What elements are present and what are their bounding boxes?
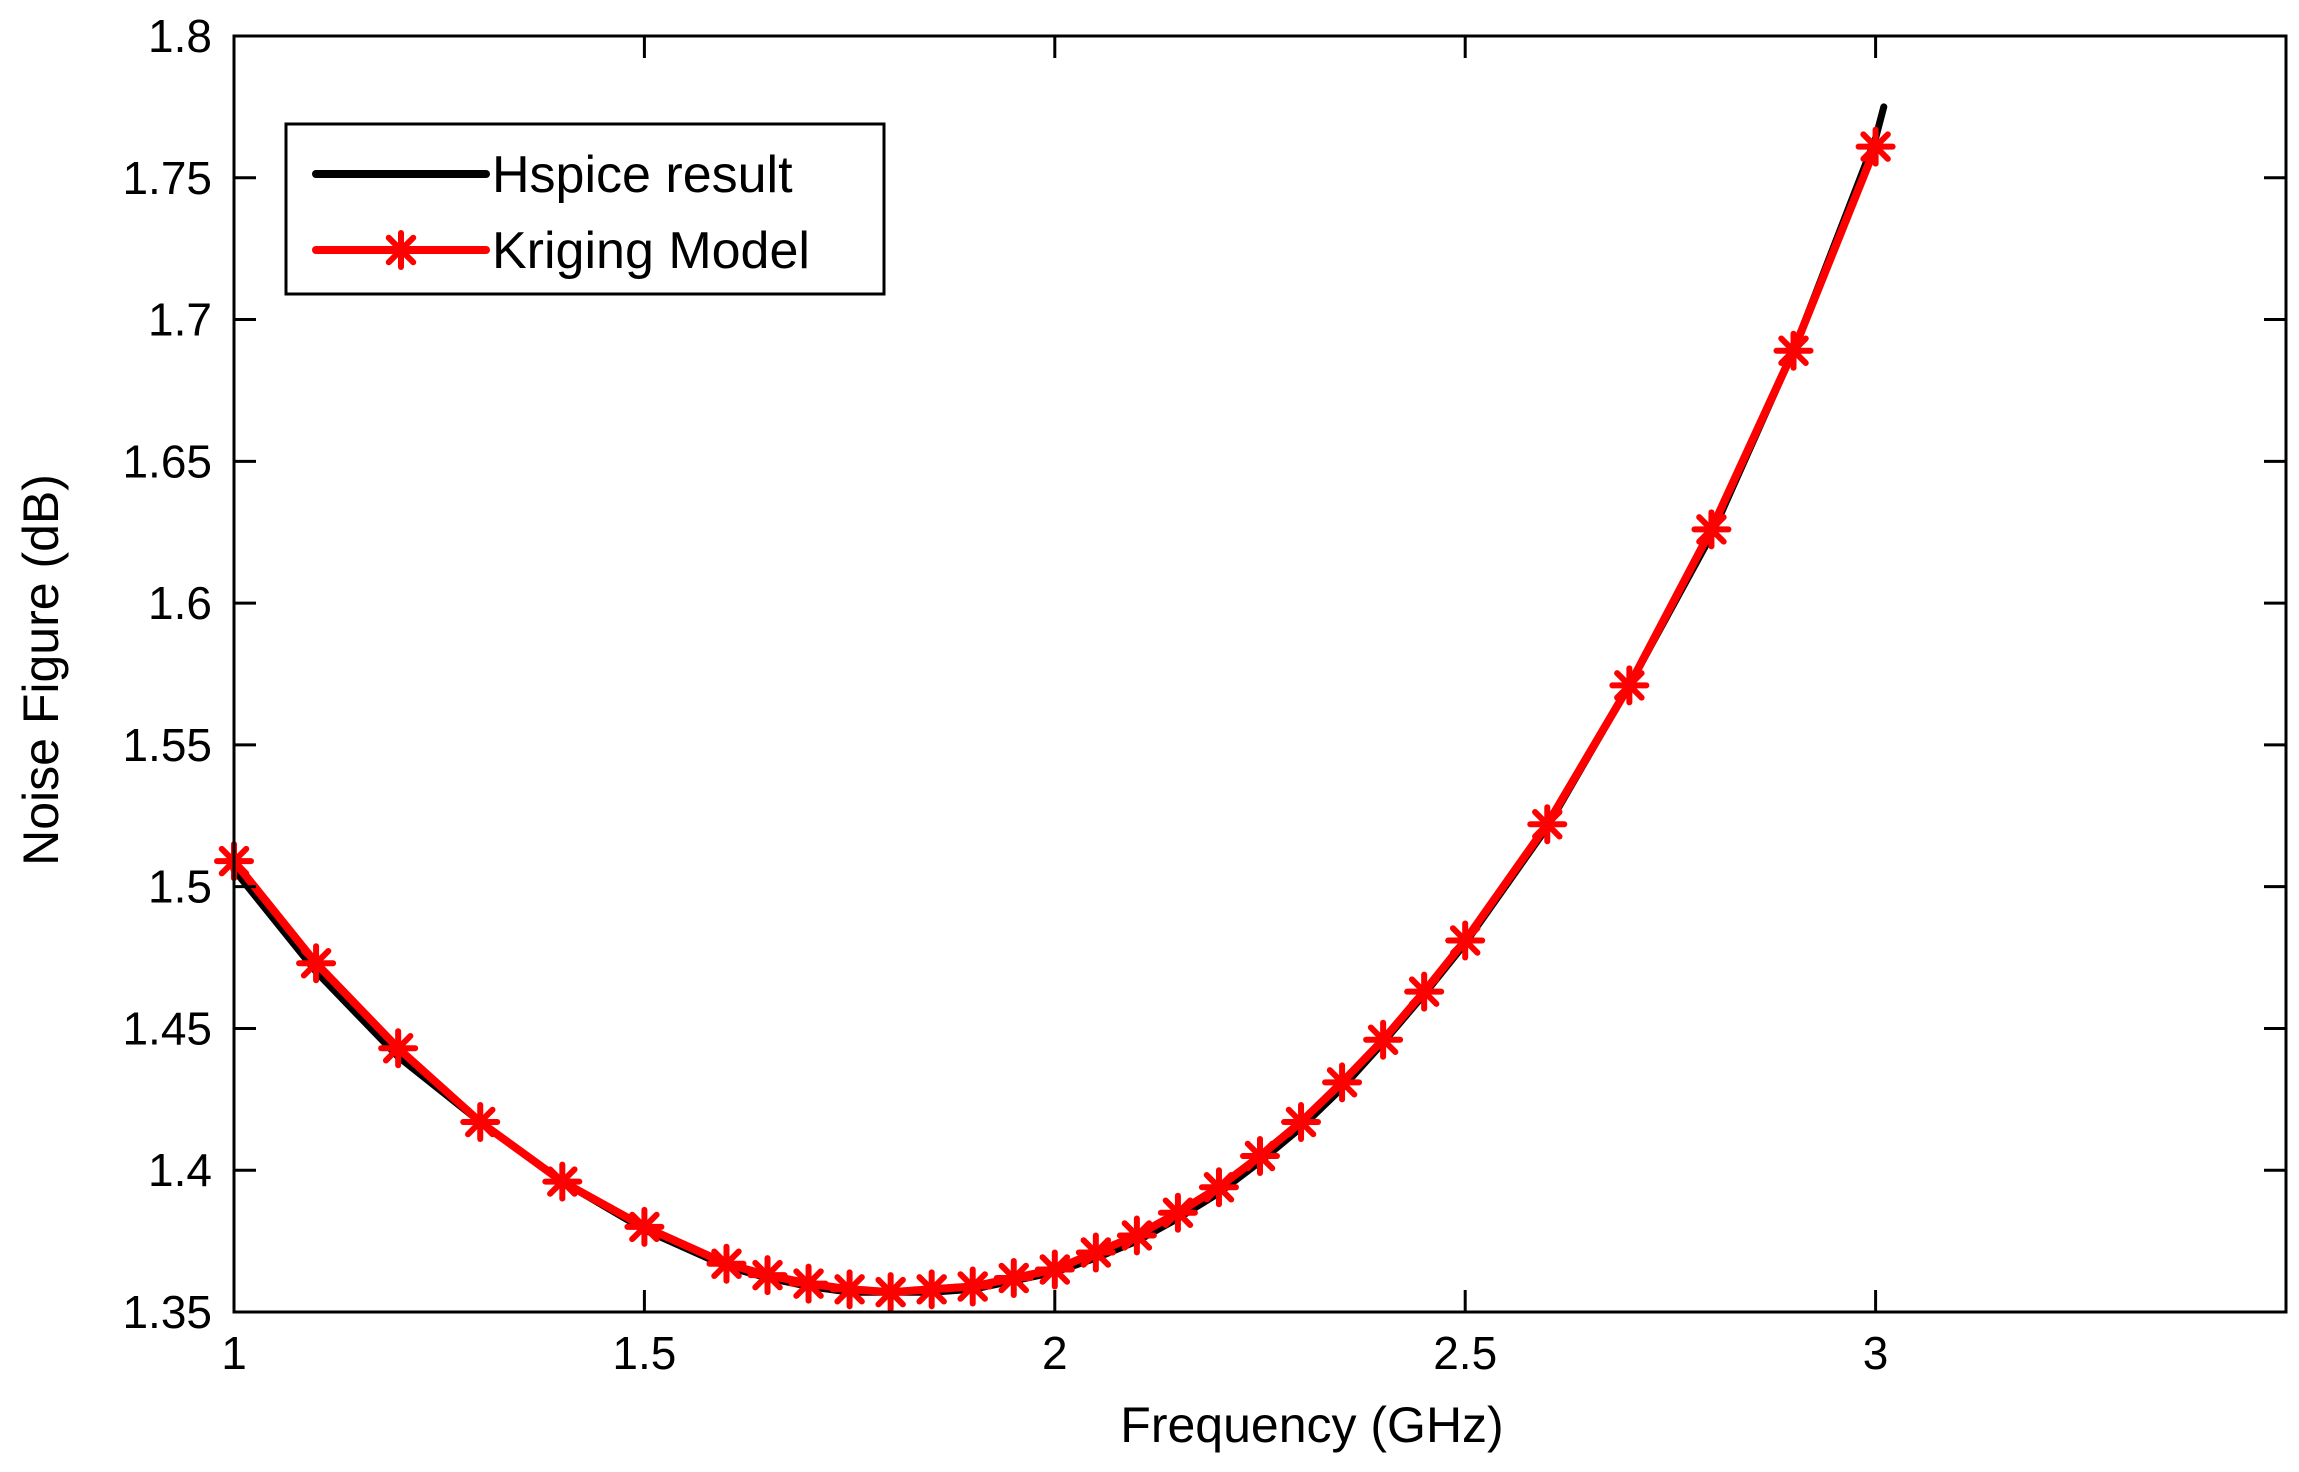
y-tick-label: 1.4	[148, 1144, 212, 1196]
data-point-marker	[747, 1255, 788, 1296]
data-point-marker	[911, 1269, 952, 1310]
data-point-marker-stroke-3	[752, 1259, 783, 1291]
data-point-marker	[296, 943, 337, 984]
y-tick-label: 1.35	[122, 1286, 212, 1338]
data-point-marker	[1445, 920, 1486, 961]
data-point-marker	[1075, 1232, 1116, 1273]
data-point-marker	[1034, 1249, 1075, 1290]
data-point-marker	[870, 1272, 911, 1313]
data-point-marker	[1404, 971, 1445, 1012]
data-point-marker-stroke-3	[1039, 1254, 1071, 1285]
data-point-marker-stroke-3	[1367, 1024, 1399, 1056]
axes-frame	[232, 34, 2288, 1314]
legend-swatch-marker	[381, 230, 421, 270]
data-point-marker-stroke-3	[1778, 335, 1809, 366]
legend-label: Hspice result	[492, 146, 793, 204]
data-point-marker-stroke-3	[1121, 1220, 1153, 1251]
x-tick-label: 2.5	[1433, 1327, 1497, 1379]
series-line-kriging-model	[230, 142, 1880, 1297]
data-point-marker	[1322, 1062, 1363, 1103]
data-point-marker	[788, 1263, 829, 1304]
data-point-marker	[1691, 509, 1732, 550]
data-point-marker	[706, 1243, 747, 1284]
y-tick-label: 1.65	[122, 435, 212, 487]
data-point-marker-stroke-3	[300, 947, 332, 979]
data-point-marker-stroke-3	[1696, 514, 1727, 545]
data-point-marker-stroke-3	[1532, 809, 1563, 840]
data-point-marker-stroke-3	[629, 1211, 660, 1243]
data-point-marker-stroke-3	[711, 1248, 742, 1280]
y-axis-label: Noise Figure (dB)	[13, 474, 69, 866]
data-point-marker	[542, 1161, 583, 1202]
x-tick-label: 2	[1042, 1327, 1068, 1379]
x-tick-label: 3	[1863, 1327, 1889, 1379]
data-point-marker-stroke-3	[916, 1274, 947, 1305]
y-tick-label: 1.7	[148, 294, 212, 346]
data-point-marker-stroke-3	[834, 1274, 865, 1305]
data-point-marker-stroke-3	[793, 1268, 824, 1299]
data-point-marker-stroke-3	[1326, 1067, 1358, 1098]
data-point-marker-stroke-3	[1408, 976, 1440, 1007]
x-axis-label: Frequency (GHz)	[1120, 1397, 1503, 1453]
data-point-marker-stroke-3	[382, 1033, 414, 1064]
data-point-marker-stroke-3	[1285, 1106, 1317, 1138]
y-tick-label: 1.45	[122, 1002, 212, 1054]
data-point-marker-stroke-3	[1162, 1197, 1194, 1228]
data-point-marker-stroke-3	[465, 1106, 496, 1138]
data-point-marker-stroke-3	[1203, 1171, 1235, 1203]
y-tick-label: 1.6	[148, 577, 212, 629]
data-point-marker-stroke-3	[875, 1276, 906, 1308]
data-point-marker-stroke-3	[998, 1262, 1029, 1294]
x-tick-label: 1	[221, 1327, 247, 1379]
data-point-marker-stroke-3	[1860, 131, 1891, 162]
data-point-marker	[624, 1206, 665, 1247]
data-point-marker-stroke-3	[1614, 670, 1645, 701]
data-point-marker	[1773, 330, 1814, 371]
y-tick-label: 1.5	[148, 861, 212, 913]
data-point-marker	[1527, 804, 1568, 845]
data-point-marker	[1281, 1102, 1322, 1143]
legend-box	[284, 122, 886, 296]
data-point-marker	[1240, 1136, 1280, 1177]
data-point-marker	[1198, 1167, 1239, 1208]
data-point-marker	[378, 1028, 419, 1069]
axes: 1 1.5 2 2.5 3 1.35 1.4 1.45 1.5 1.55 1.6 1.65 1.7 1.7…	[122, 10, 2288, 1379]
x-tick-label: 1.5	[612, 1327, 676, 1379]
data-point-marker	[460, 1102, 501, 1143]
legend-swatch-marker-stroke-3	[385, 234, 417, 266]
data-point-marker	[1609, 665, 1650, 706]
y-tick-label: 1.8	[148, 10, 212, 62]
plot-area	[214, 103, 1896, 1313]
data-point-marker-stroke-3	[547, 1166, 578, 1197]
y-tick-label: 1.55	[122, 719, 212, 771]
data-point-marker-stroke-3	[1080, 1237, 1112, 1268]
legend: Hspice result Kriging Model	[284, 122, 886, 296]
data-point-marker-stroke-3	[957, 1271, 988, 1302]
legend-label: Kriging Model	[492, 222, 810, 280]
data-point-marker	[993, 1257, 1034, 1298]
data-point-marker-stroke-3	[1244, 1140, 1276, 1172]
data-point-marker	[829, 1269, 870, 1310]
data-point-marker	[1855, 126, 1896, 167]
data-point-marker	[1363, 1019, 1404, 1060]
data-point-marker-stroke-3	[1449, 925, 1481, 956]
data-point-marker	[1116, 1215, 1157, 1256]
data-point-marker	[1157, 1192, 1198, 1233]
y-tick-label: 1.75	[122, 152, 212, 204]
data-point-marker	[952, 1266, 993, 1307]
